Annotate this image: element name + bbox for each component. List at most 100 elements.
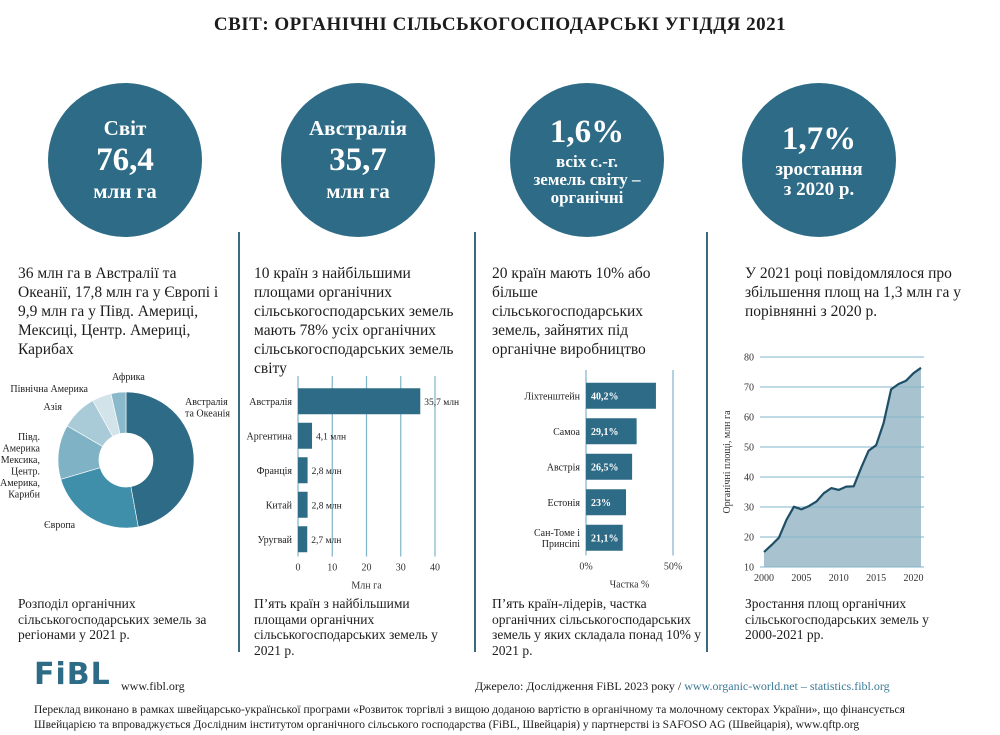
column-intro-text: 20 країн мають 10% або більше сільського…	[492, 265, 651, 358]
circle-value: 35,7	[329, 141, 387, 178]
x-tick-label: 2010	[829, 573, 849, 584]
y-tick-label: 60	[744, 413, 754, 424]
growth-line	[763, 366, 922, 553]
y-axis-label: Органічні площі, млн га	[722, 410, 733, 514]
bar	[298, 491, 308, 518]
donut-label: Півд. Америка Мексика, Центр. Америка, Кариби	[0, 432, 41, 501]
x-tick-label: 0%	[579, 562, 592, 573]
x-tick-label: 10	[327, 563, 337, 574]
y-tick-label: 40	[744, 473, 754, 484]
bar	[586, 489, 627, 516]
x-tick-label: 2020	[904, 573, 924, 584]
data-label: 2,8 млн	[312, 501, 342, 511]
circle-value: 1,7%	[781, 121, 857, 158]
source-link[interactable]: www.organic-world.net – statistics.fibl.…	[684, 679, 890, 693]
circle-line: всіх с.-г.	[556, 151, 618, 171]
category-label: Естонія	[547, 498, 580, 509]
donut-label: Азія	[43, 402, 62, 413]
column-intro-text: 10 країн з найбільшими площами органічни…	[254, 265, 454, 377]
chart-caption: П’ять країн з найбільшими площами органі…	[254, 596, 438, 658]
circle-line: органічні	[550, 188, 624, 208]
x-tick-label: 2015	[866, 573, 886, 584]
note-line: Переклад виконано в рамках швейцарсько-у…	[34, 704, 905, 716]
area-fill	[764, 367, 921, 567]
data-label: 2,7 млн	[311, 536, 341, 546]
y-tick-label: 50	[744, 443, 754, 454]
circle-label: Австралія	[309, 115, 407, 140]
page-title: СВІТ: ОРГАНІЧНІ СІЛЬСЬКОГОСПОДАРСЬКІ УГІ…	[213, 14, 787, 35]
y-tick-label: 10	[744, 563, 754, 574]
data-label: 40,2%	[591, 391, 619, 402]
data-label: 29,1%	[591, 427, 619, 438]
y-tick-label: 80	[744, 353, 754, 364]
translation-note: Переклад виконано в рамках швейцарсько-у…	[34, 703, 974, 733]
circle-line: з 2020 р.	[783, 179, 855, 201]
column-divider	[706, 232, 708, 652]
area-chart-growth: 10 20 30 40 50 60 70 80 2000 2005 2010 2015 2020 Орга…	[722, 353, 924, 584]
bar	[298, 422, 313, 449]
bar	[586, 382, 656, 409]
bar-chart-share-leaders: 0% 50% Частка % Ліхтенштейн 40,2% Самоа 29,1% А…	[524, 370, 682, 591]
category-label: Сан-Томе і Принсіпі	[534, 528, 580, 550]
category-label: Ліхтенштейн	[524, 391, 580, 402]
column-intro-text: У 2021 році повідомлялося про збільшення…	[745, 265, 961, 320]
y-tick-label: 70	[744, 383, 754, 394]
source-text: Джерело: Дослідження FiBL 2023 року / ww…	[475, 679, 890, 694]
stat-circle-share: 1,6% всіх с.-г. земель світу – органічні	[510, 83, 664, 237]
donut-label: Африка	[112, 372, 145, 383]
bar	[298, 388, 421, 415]
data-label: 4,1 млн	[316, 432, 346, 442]
stat-circle-world: Світ 76,4 млн га	[48, 83, 202, 237]
circle-line: зростання	[775, 158, 863, 180]
source-prefix: Джерело: Дослідження FiBL 2023 року /	[475, 679, 685, 693]
column-divider	[238, 232, 240, 652]
donut-label: Австралія та Океанія	[185, 397, 230, 420]
bar	[586, 418, 637, 445]
y-tick-label: 30	[744, 503, 754, 514]
data-label: 23%	[591, 498, 611, 509]
category-label: Уругвай	[257, 535, 292, 546]
category-label: Франція	[257, 466, 293, 477]
x-tick-label: 50%	[664, 562, 682, 573]
note-line: Швейцарією та впроваджується Дослідним і…	[34, 719, 860, 731]
donut-slice	[125, 391, 195, 528]
bar	[586, 453, 633, 480]
donut-label: Європа	[44, 520, 76, 531]
chart-caption: П’ять країн-лідерів, частка органічних с…	[492, 596, 702, 658]
data-label: 21,1%	[591, 533, 619, 544]
column-divider	[474, 232, 476, 652]
x-tick-label: 2005	[791, 573, 811, 584]
circle-value: 76,4	[96, 141, 154, 178]
donut-label: Північна Америка	[10, 384, 88, 395]
donut-chart: Австралія та Океанія Європа Півд. Америка Мек…	[0, 372, 230, 531]
donut-slice	[60, 467, 139, 529]
x-tick-label: 40	[430, 563, 440, 574]
circle-line: земель світу –	[533, 169, 641, 189]
donut-slice	[110, 391, 127, 435]
column-intro-text: 36 млн га в Австралії та Океанії, 17,8 м…	[18, 265, 219, 358]
circle-label: Світ	[103, 115, 147, 140]
circle-unit: млн га	[326, 179, 390, 204]
category-label: Китай	[266, 500, 293, 511]
circle-unit: млн га	[93, 179, 157, 204]
bar	[586, 524, 623, 551]
stat-circle-australia: Австралія 35,7 млн га	[281, 83, 435, 237]
x-axis-label: Млн га	[351, 581, 382, 591]
data-label: 26,5%	[591, 462, 619, 473]
data-label: 2,8 млн	[312, 467, 342, 477]
x-tick-label: 20	[362, 563, 372, 574]
x-tick-label: 0	[296, 563, 301, 574]
fibl-url-link[interactable]: www.fibl.org	[121, 679, 185, 693]
bar-chart-top-countries: 0 10 20 30 40 Млн га Австралія 35,7 млн Аргентин…	[247, 376, 459, 591]
chart-caption: Розподіл органічних сільськогосподарськи…	[18, 596, 207, 642]
chart-caption: Зростання площ органічних сільськогоспод…	[745, 596, 929, 642]
bar	[298, 526, 308, 553]
y-tick-label: 20	[744, 533, 754, 544]
category-label: Аргентина	[247, 431, 293, 442]
fibl-logo: FiBL	[34, 657, 111, 692]
category-label: Австралія	[249, 397, 292, 408]
category-label: Самоа	[553, 427, 580, 438]
stat-circle-growth: 1,7% зростання з 2020 р.	[742, 83, 896, 237]
circle-value: 1,6%	[549, 114, 625, 151]
x-axis-label: Частка %	[610, 580, 650, 591]
